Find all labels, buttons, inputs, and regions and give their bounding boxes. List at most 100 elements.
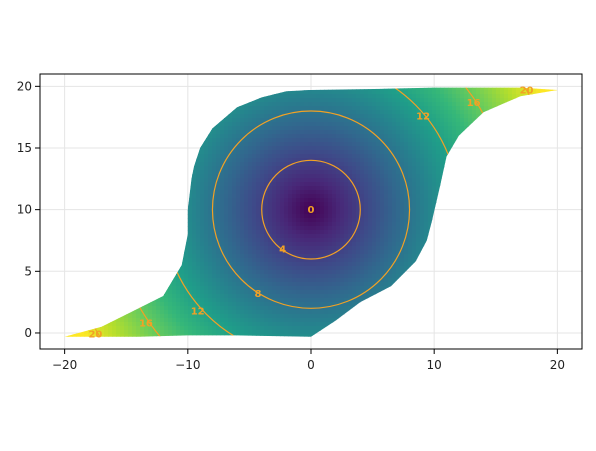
field-cell — [240, 210, 245, 215]
field-cell — [132, 142, 137, 147]
field-cell — [88, 174, 93, 179]
field-cell — [196, 198, 201, 203]
field-cell — [220, 154, 225, 159]
field-cell — [44, 278, 49, 283]
field-cell — [240, 130, 245, 135]
field-cell — [216, 118, 221, 123]
field-cell — [188, 162, 193, 167]
field-cell — [276, 134, 281, 139]
field-cell — [316, 210, 321, 215]
field-cell — [284, 338, 289, 343]
field-cell — [208, 214, 213, 219]
field-cell — [248, 342, 253, 347]
field-cell — [208, 294, 213, 299]
field-cell — [244, 234, 249, 239]
field-cell — [316, 346, 321, 351]
field-cell — [96, 142, 101, 147]
field-cell — [236, 290, 241, 295]
field-cell — [136, 102, 141, 107]
field-cell — [116, 82, 121, 87]
field-cell — [308, 246, 313, 251]
field-cell — [276, 286, 281, 291]
field-cell — [320, 166, 325, 171]
field-cell — [320, 234, 325, 239]
field-cell — [228, 214, 233, 219]
field-cell — [108, 154, 113, 159]
field-cell — [112, 198, 117, 203]
field-cell — [328, 130, 333, 135]
field-cell — [252, 146, 257, 151]
field-cell — [264, 174, 269, 179]
field-cell — [232, 202, 237, 207]
field-cell — [60, 194, 65, 199]
field-cell — [264, 346, 269, 351]
field-cell — [304, 290, 309, 295]
field-cell — [268, 90, 273, 95]
field-cell — [80, 242, 85, 247]
field-cell — [120, 130, 125, 135]
field-cell — [92, 234, 97, 239]
field-cell — [228, 326, 233, 331]
field-cell — [200, 338, 205, 343]
field-cell — [148, 298, 153, 303]
field-cell — [124, 302, 129, 307]
field-cell — [312, 102, 317, 107]
field-cell — [260, 326, 265, 331]
field-cell — [200, 290, 205, 295]
field-cell — [320, 266, 325, 271]
field-cell — [320, 74, 325, 79]
field-cell — [232, 78, 237, 83]
field-cell — [324, 246, 329, 251]
field-cell — [84, 234, 89, 239]
field-cell — [140, 234, 145, 239]
field-cell — [60, 302, 65, 307]
field-cell — [244, 322, 249, 327]
field-cell — [104, 306, 109, 311]
field-cell — [192, 318, 197, 323]
field-cell — [148, 346, 153, 351]
field-cell — [280, 118, 285, 123]
field-cell — [92, 158, 97, 163]
field-cell — [328, 98, 333, 103]
field-cell — [200, 178, 205, 183]
field-cell — [188, 278, 193, 283]
field-cell — [240, 198, 245, 203]
field-cell — [308, 182, 313, 187]
field-cell — [88, 238, 93, 243]
field-cell — [268, 318, 273, 323]
field-cell — [124, 286, 129, 291]
field-cell — [292, 202, 297, 207]
field-cell — [60, 110, 65, 115]
field-cell — [168, 274, 173, 279]
field-cell — [244, 258, 249, 263]
field-cell — [280, 182, 285, 187]
field-cell — [204, 274, 209, 279]
field-cell — [196, 318, 201, 323]
field-cell — [272, 102, 277, 107]
field-cell — [152, 150, 157, 155]
field-cell — [72, 106, 77, 111]
field-cell — [160, 266, 165, 271]
field-cell — [200, 238, 205, 243]
field-cell — [132, 266, 137, 271]
field-cell — [192, 102, 197, 107]
field-cell — [164, 194, 169, 199]
field-cell — [272, 334, 277, 339]
field-cell — [140, 178, 145, 183]
field-cell — [76, 250, 81, 255]
field-cell — [84, 170, 89, 175]
field-cell — [224, 118, 229, 123]
field-cell — [84, 178, 89, 183]
field-cell — [296, 146, 301, 151]
field-cell — [104, 74, 109, 79]
field-cell — [228, 186, 233, 191]
field-cell — [84, 302, 89, 307]
field-cell — [220, 318, 225, 323]
field-cell — [308, 294, 313, 299]
field-cell — [212, 78, 217, 83]
field-cell — [136, 274, 141, 279]
field-cell — [292, 210, 297, 215]
field-cell — [84, 210, 89, 215]
field-cell — [92, 166, 97, 171]
field-cell — [72, 238, 77, 243]
